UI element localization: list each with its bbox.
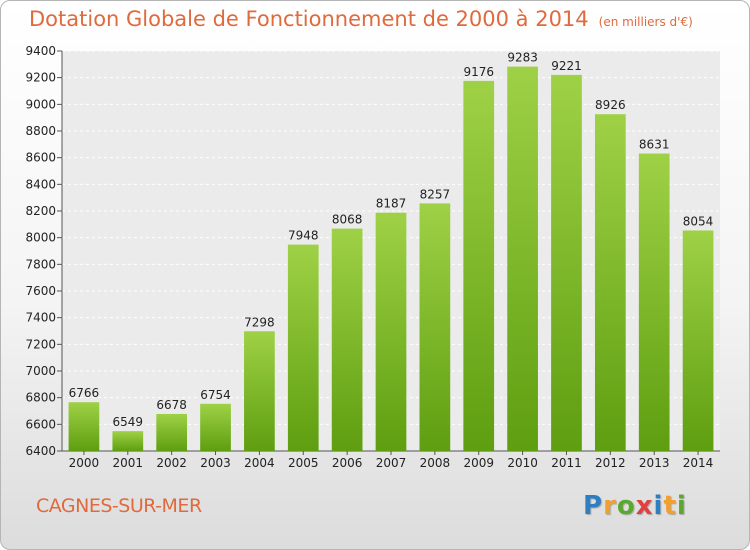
bar-value-label: 8257: [420, 187, 451, 201]
x-tick-label: 2006: [332, 456, 363, 470]
bar-value-label: 7948: [288, 229, 319, 243]
x-tick-label: 2014: [683, 456, 714, 470]
y-tick-label: 8200: [25, 204, 56, 218]
y-tick-label: 7400: [25, 311, 56, 325]
y-tick-label: 6600: [25, 417, 56, 431]
bar-value-label: 6766: [69, 386, 100, 400]
logo-letter: t: [663, 491, 677, 521]
bar-value-label: 6549: [113, 415, 144, 429]
logo-letter: r: [603, 491, 617, 521]
x-tick-label: 2011: [551, 456, 582, 470]
bar-value-label: 7298: [244, 315, 275, 329]
bar-value-label: 6678: [156, 398, 187, 412]
x-tick-label: 2003: [200, 456, 231, 470]
x-tick-label: 2010: [507, 456, 538, 470]
y-tick-label: 6800: [25, 391, 56, 405]
bar: [419, 203, 451, 451]
x-tick-label: 2013: [639, 456, 670, 470]
logo-letter: i: [653, 491, 664, 521]
bar-value-label: 8068: [332, 213, 363, 227]
bar: [244, 331, 275, 451]
x-tick-label: 2007: [376, 456, 407, 470]
y-tick-label: 8400: [25, 177, 56, 191]
bar-value-label: 8926: [595, 98, 626, 112]
bar: [331, 228, 363, 451]
bar: [200, 403, 231, 451]
bar-value-label: 8631: [639, 138, 670, 152]
x-tick-label: 2005: [288, 456, 319, 470]
bar-value-label: 6754: [200, 388, 231, 402]
unit-note: (en milliers d'€): [598, 15, 693, 29]
logo-letter: o: [616, 491, 636, 521]
x-tick-label: 2004: [244, 456, 275, 470]
bar: [287, 244, 319, 451]
x-tick-label: 2012: [595, 456, 626, 470]
y-tick-label: 7200: [25, 337, 56, 351]
chart-title: Dotation Globale de Fonctionnement de 20…: [29, 7, 693, 31]
bar-value-label: 9283: [507, 51, 538, 65]
y-tick-label: 7800: [25, 257, 56, 271]
x-tick-label: 2002: [156, 456, 187, 470]
bar: [594, 114, 626, 451]
bar: [156, 413, 188, 451]
bar: [507, 66, 538, 451]
location-label: CAGNES-SUR-MER: [36, 495, 202, 517]
bar: [638, 153, 670, 452]
y-tick-label: 7600: [25, 284, 56, 298]
logo-letter: P: [583, 491, 604, 521]
y-tick-label: 8600: [25, 151, 56, 165]
proxiti-logo: Proxiti: [583, 491, 687, 521]
bar: [551, 74, 582, 451]
bar: [68, 402, 100, 451]
y-tick-label: 6400: [25, 444, 56, 458]
x-tick-label: 2009: [463, 456, 494, 470]
y-tick-label: 9000: [25, 97, 56, 111]
y-tick-label: 7000: [25, 364, 56, 378]
logo-letter: x: [635, 491, 654, 521]
bar-value-label: 9176: [463, 65, 494, 79]
y-tick-label: 8800: [25, 124, 56, 138]
bar: [112, 431, 144, 451]
logo-letter: i: [676, 491, 687, 521]
bar-value-label: 8187: [376, 197, 407, 211]
title-text: Dotation Globale de Fonctionnement de 20…: [29, 7, 589, 31]
y-tick-label: 8000: [25, 231, 56, 245]
y-tick-label: 9200: [25, 71, 56, 85]
bar-value-label: 8054: [683, 214, 714, 228]
bar: [682, 230, 714, 451]
x-tick-label: 2001: [113, 456, 144, 470]
y-tick-label: 9400: [25, 44, 56, 58]
bar: [463, 80, 495, 451]
bar: [375, 212, 407, 451]
x-tick-label: 2000: [69, 456, 100, 470]
x-tick-label: 2008: [420, 456, 451, 470]
bar-value-label: 9221: [551, 59, 582, 73]
